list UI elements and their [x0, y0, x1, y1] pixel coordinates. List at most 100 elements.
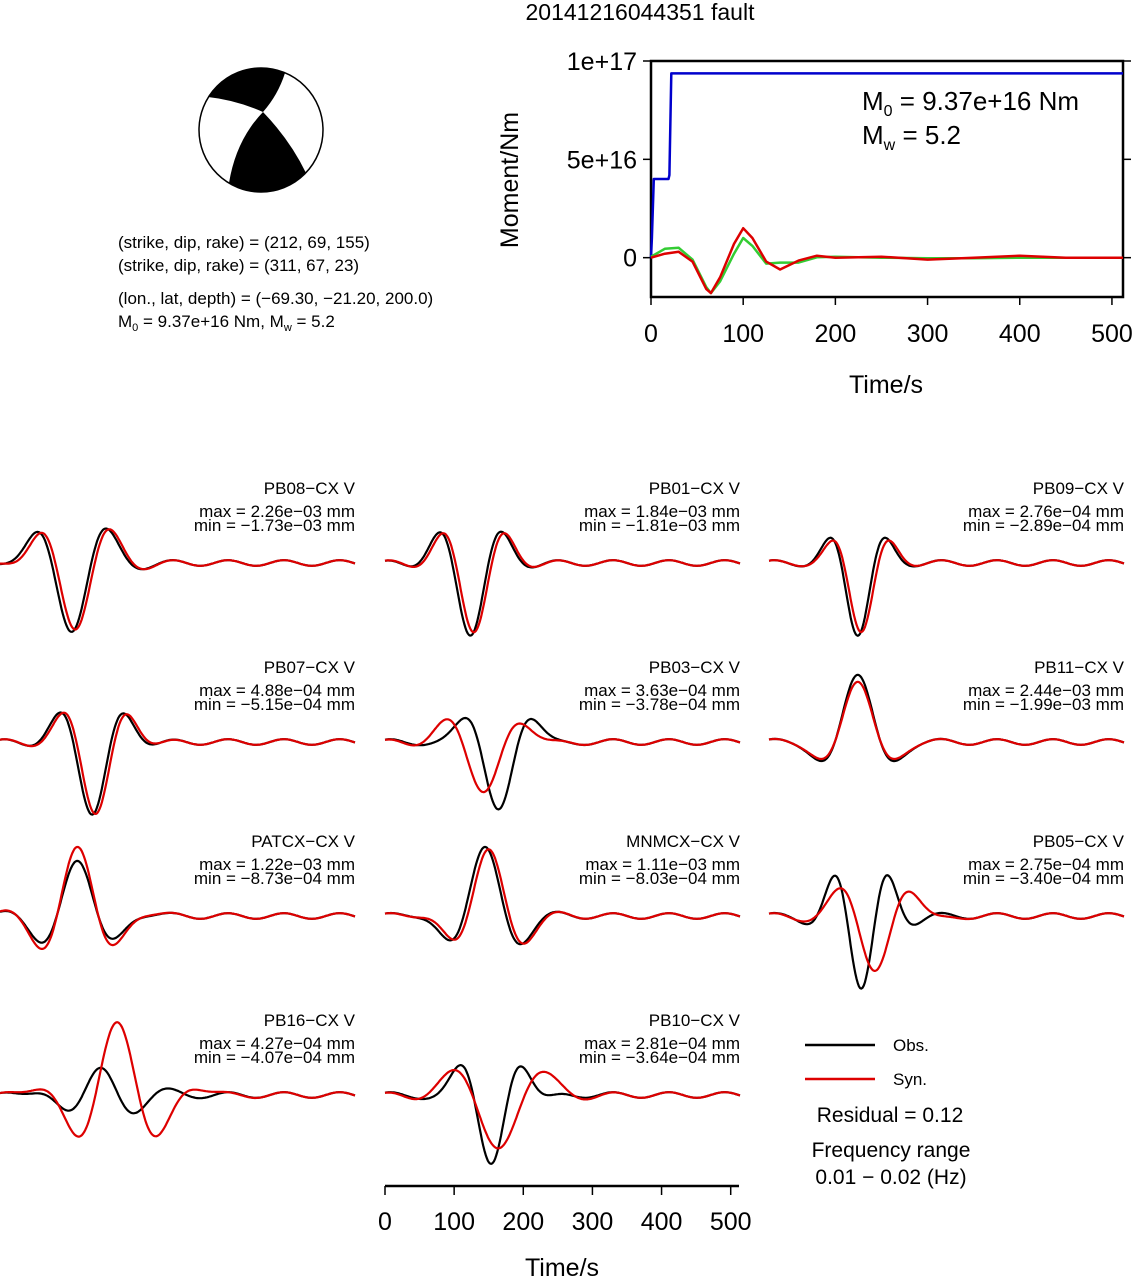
info-line-3: (lon., lat, depth) = (−69.30, −21.20, 20…: [118, 289, 433, 308]
station-max: max = 2.44e−03 mm: [968, 681, 1124, 700]
station-max: max = 2.81e−04 mm: [584, 1034, 740, 1053]
frequency-range-title: Frequency range: [812, 1139, 971, 1162]
station-name: MNMCX−CX V: [626, 832, 740, 851]
moment-mw-annotation: Mw = 5.2: [862, 120, 961, 154]
info-line-4: M0 = 9.37e+16 Nm, Mw = 5.2: [118, 312, 335, 334]
waveform-xtick-label: 500: [710, 1208, 752, 1236]
moment-plot-frame: [649, 59, 1125, 299]
waveform-xtick-label: 300: [572, 1208, 614, 1236]
moment-ylabel: Moment/Nm: [496, 112, 524, 248]
station-name: PB03−CX V: [649, 658, 741, 677]
waveform-syn: [384, 848, 741, 945]
station-max: max = 2.76e−04 mm: [968, 502, 1124, 521]
station-name: PB05−CX V: [1033, 832, 1125, 851]
waveform-syn: [0, 528, 356, 631]
waveform-obs: [768, 874, 1125, 990]
residual-label: Residual = 0.12: [817, 1104, 964, 1127]
moment-plot-ticks: 1e+17 5e+16 0 0 100 200 300 400 500: [567, 48, 1133, 348]
waveform-xtick-label: 400: [641, 1208, 683, 1236]
beachball: [198, 67, 324, 193]
station-max: max = 4.27e−04 mm: [199, 1034, 355, 1053]
station-min: min = −3.64e−04 mm: [579, 1048, 740, 1067]
moment-xlabel: Time/s: [849, 371, 923, 399]
station-name: PATCX−CX V: [251, 832, 355, 851]
moment-ytick-label: 0: [623, 245, 637, 273]
station-name: PB08−CX V: [264, 479, 356, 498]
beachball-quadrant-top: [208, 67, 285, 112]
waveform-syn: [0, 711, 356, 815]
moment-ytick-label: 5e+16: [567, 146, 637, 174]
moment-ytick-label: 1e+17: [567, 48, 637, 76]
frequency-range-value: 0.01 − 0.02 (Hz): [815, 1166, 966, 1189]
moment-xtick-label: 300: [907, 320, 949, 348]
station-min: min = −2.89e−04 mm: [963, 516, 1124, 535]
waveform-syn: [384, 1069, 741, 1150]
waveform-obs: [0, 711, 356, 816]
station-max: max = 2.26e−03 mm: [199, 502, 355, 521]
legend-obs-label: Obs.: [893, 1036, 929, 1055]
station-max: max = 4.88e−04 mm: [199, 681, 355, 700]
waveform-xtick-label: 0: [378, 1208, 392, 1236]
legend-syn-label: Syn.: [893, 1070, 927, 1089]
source-info: (strike, dip, rake) = (212, 69, 155) (st…: [118, 233, 433, 334]
station-min: min = −8.73e−04 mm: [194, 869, 355, 888]
waveform-obs: [0, 527, 356, 633]
station-min: min = −5.15e−04 mm: [194, 695, 355, 714]
station-max: max = 1.22e−03 mm: [199, 855, 355, 874]
station-min: min = −1.81e−03 mm: [579, 516, 740, 535]
waveform-syn: [768, 539, 1125, 634]
station-max: max = 1.11e−03 mm: [585, 855, 740, 874]
waveform-syn: [384, 532, 741, 634]
waveform-syn: [768, 680, 1125, 761]
moment-series-0: [649, 72, 1123, 258]
waveform-obs: [384, 530, 741, 637]
waveform-obs: [384, 716, 741, 811]
legend: Obs. Syn. Residual = 0.12 Frequency rang…: [805, 1036, 970, 1189]
moment-xtick-label: 0: [644, 320, 658, 348]
station-min: min = −4.07e−04 mm: [194, 1048, 355, 1067]
moment-series-1: [650, 236, 1123, 295]
station-max: max = 3.63e−04 mm: [584, 681, 740, 700]
station-name: PB01−CX V: [649, 479, 741, 498]
waveform-obs: [384, 1064, 741, 1165]
waveform-syn: [0, 845, 356, 950]
station-min: min = −3.78e−04 mm: [579, 695, 740, 714]
station-name: PB16−CX V: [264, 1011, 356, 1030]
waveform-time-axis: 0 100 200 300 400 500 Time/s: [378, 1184, 752, 1280]
waveform-syn: [768, 887, 1125, 972]
station-name: PB10−CX V: [649, 1011, 741, 1030]
moment-xtick-label: 100: [722, 320, 764, 348]
waveform-xtick-label: 200: [502, 1208, 544, 1236]
figure-title: 20141216044351 fault: [526, 0, 756, 25]
station-max: max = 1.84e−03 mm: [584, 502, 740, 521]
station-max: max = 2.75e−04 mm: [968, 855, 1124, 874]
moment-plot: 1e+17 5e+16 0 0 100 200 300 400 500 Moment/Nm Ti…: [496, 48, 1133, 399]
waveform-syn: [0, 1021, 356, 1138]
station-name: PB07−CX V: [264, 658, 356, 677]
waveform-xlabel: Time/s: [525, 1254, 599, 1280]
moment-xtick-label: 200: [815, 320, 857, 348]
station-min: min = −3.40e−04 mm: [963, 869, 1124, 888]
info-line-2: (strike, dip, rake) = (311, 67, 23): [118, 256, 359, 275]
moment-series-group: [649, 72, 1123, 295]
beachball-quadrant-bottom: [229, 112, 306, 193]
station-name: PB11−CX V: [1034, 658, 1125, 677]
station-name: PB09−CX V: [1033, 479, 1125, 498]
moment-xtick-label: 500: [1091, 320, 1133, 348]
waveform-xtick-label: 100: [433, 1208, 475, 1236]
waveform-syn: [384, 718, 741, 794]
info-line-1: (strike, dip, rake) = (212, 69, 155): [118, 233, 370, 252]
waveform-obs: [0, 1066, 356, 1115]
moment-series-2: [650, 226, 1123, 295]
